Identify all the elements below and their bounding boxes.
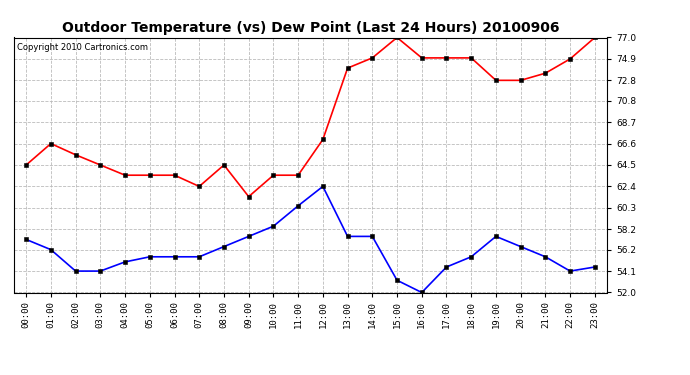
Text: Copyright 2010 Cartronics.com: Copyright 2010 Cartronics.com [17, 43, 148, 52]
Title: Outdoor Temperature (vs) Dew Point (Last 24 Hours) 20100906: Outdoor Temperature (vs) Dew Point (Last… [61, 21, 560, 35]
